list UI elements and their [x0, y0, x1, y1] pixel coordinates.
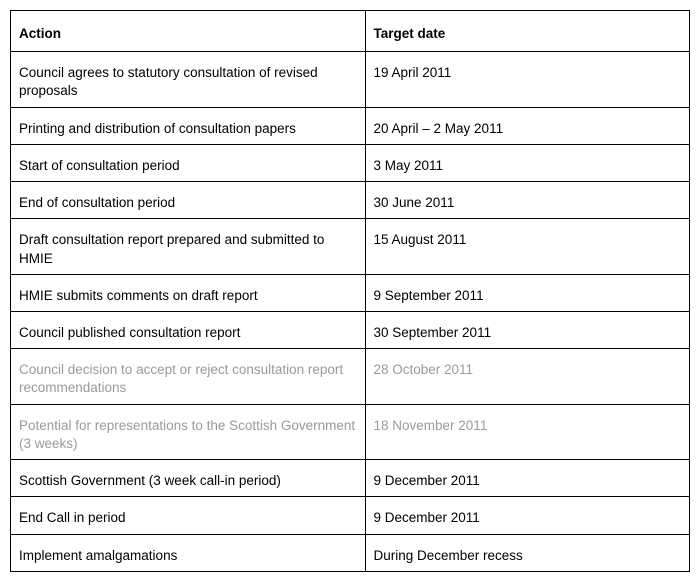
cell-date: During December recess [365, 534, 690, 571]
cell-date: 9 December 2011 [365, 497, 690, 534]
cell-date: 3 May 2011 [365, 144, 690, 181]
table-row: Council decision to accept or reject con… [11, 349, 690, 404]
column-header-action: Action [11, 11, 366, 52]
cell-action: Council decision to accept or reject con… [11, 349, 366, 404]
cell-action: End Call in period [11, 497, 366, 534]
table-row: Draft consultation report prepared and s… [11, 219, 690, 274]
table-row: Potential for representations to the Sco… [11, 404, 690, 459]
table-row: Implement amalgamations During December … [11, 534, 690, 571]
table-row: HMIE submits comments on draft report 9 … [11, 274, 690, 311]
column-header-target-date: Target date [365, 11, 690, 52]
table-row: End Call in period 9 December 2011 [11, 497, 690, 534]
cell-date: 30 September 2011 [365, 311, 690, 348]
consultation-schedule-table: Action Target date Council agrees to sta… [10, 10, 690, 572]
cell-date: 19 April 2011 [365, 52, 690, 107]
table-row: Printing and distribution of consultatio… [11, 107, 690, 144]
cell-action: Start of consultation period [11, 144, 366, 181]
cell-date: 15 August 2011 [365, 219, 690, 274]
cell-date: 30 June 2011 [365, 182, 690, 219]
cell-action: Scottish Government (3 week call-in peri… [11, 460, 366, 497]
cell-date: 28 October 2011 [365, 349, 690, 404]
cell-action: End of consultation period [11, 182, 366, 219]
cell-date: 9 September 2011 [365, 274, 690, 311]
cell-date: 20 April – 2 May 2011 [365, 107, 690, 144]
table-header-row: Action Target date [11, 11, 690, 52]
table-row: Council published consultation report 30… [11, 311, 690, 348]
cell-action: Council published consultation report [11, 311, 366, 348]
cell-action: HMIE submits comments on draft report [11, 274, 366, 311]
cell-action: Printing and distribution of consultatio… [11, 107, 366, 144]
table-row: Council agrees to statutory consultation… [11, 52, 690, 107]
cell-action: Council agrees to statutory consultation… [11, 52, 366, 107]
cell-action: Implement amalgamations [11, 534, 366, 571]
cell-action: Potential for representations to the Sco… [11, 404, 366, 459]
table-row: End of consultation period 30 June 2011 [11, 182, 690, 219]
cell-date: 18 November 2011 [365, 404, 690, 459]
table-body: Council agrees to statutory consultation… [11, 52, 690, 572]
table-row: Scottish Government (3 week call-in peri… [11, 460, 690, 497]
table-row: Start of consultation period 3 May 2011 [11, 144, 690, 181]
cell-date: 9 December 2011 [365, 460, 690, 497]
cell-action: Draft consultation report prepared and s… [11, 219, 366, 274]
